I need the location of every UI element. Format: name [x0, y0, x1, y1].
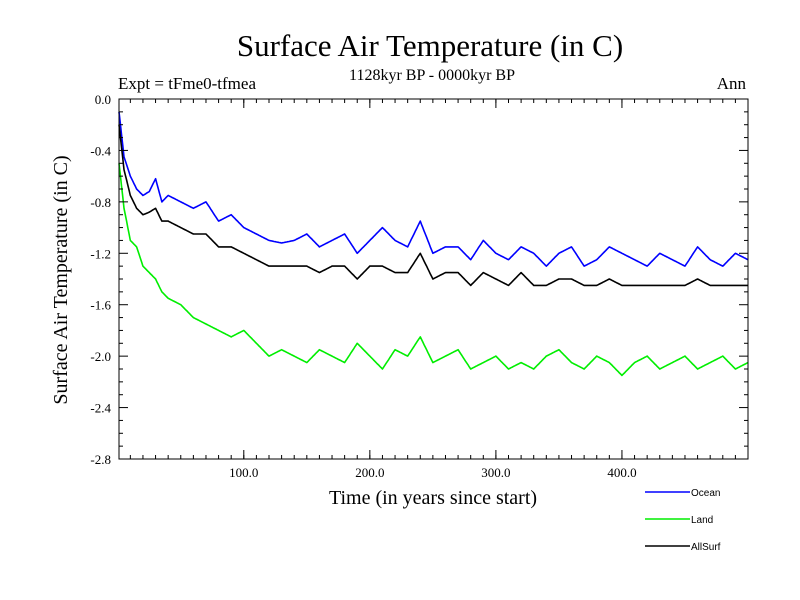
legend: Ocean Land AllSurf [645, 488, 721, 553]
y-tick-label: -0.4 [90, 143, 111, 158]
y-tick-label: -1.6 [90, 298, 111, 313]
series-line-allsurf [118, 124, 748, 287]
legend-label-land: Land [691, 515, 713, 526]
series-layer [118, 111, 749, 377]
experiment-label: Expt = tFme0-tfmea [118, 74, 256, 93]
period-label: 1128kyr BP - 0000kyr BP [349, 67, 515, 84]
legend-label-ocean: Ocean [691, 488, 720, 499]
x-tick-label: 100.0 [229, 465, 258, 480]
x-axis-label: Time (in years since start) [329, 487, 537, 509]
y-tick-label: -2.4 [90, 401, 111, 416]
y-tick-label: -2.0 [90, 349, 111, 364]
axes-layer: 100.0 200.0 300.0 400.0 0.0 -0.4 -0.8 -1.2 -1.6 -… [90, 92, 749, 480]
series-line-ocean [118, 111, 749, 267]
series-line-land [118, 163, 749, 377]
x-tick-label: 300.0 [481, 465, 510, 480]
y-tick-label: 0.0 [95, 92, 111, 107]
season-label: Ann [717, 74, 747, 93]
x-tick-label: 200.0 [355, 465, 384, 480]
x-tick-label: 400.0 [607, 465, 636, 480]
legend-label-allsurf: AllSurf [691, 542, 721, 553]
y-axis-label: Surface Air Temperature (in C) [50, 155, 72, 404]
y-tick-label: -1.2 [90, 246, 111, 261]
y-tick-label: -2.8 [90, 452, 111, 467]
chart-title: Surface Air Temperature (in C) [237, 28, 623, 63]
y-tick-label: -0.8 [90, 195, 111, 210]
